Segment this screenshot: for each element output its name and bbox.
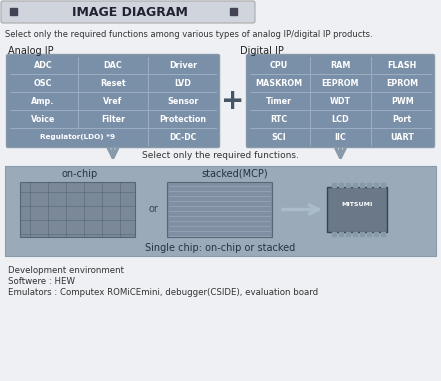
Bar	[346, 232, 350, 236]
Text: Reset: Reset	[100, 78, 126, 88]
Bar	[353, 183, 357, 187]
Text: Single chip: on-chip or stacked: Single chip: on-chip or stacked	[146, 243, 295, 253]
Text: or: or	[148, 205, 158, 215]
Text: PWM: PWM	[391, 96, 414, 106]
Bar	[374, 183, 378, 187]
Text: WDT: WDT	[330, 96, 351, 106]
Bar	[339, 183, 343, 187]
FancyBboxPatch shape	[167, 182, 272, 237]
Bar	[367, 183, 371, 187]
Text: ADC: ADC	[34, 61, 52, 69]
Text: Port: Port	[392, 115, 412, 123]
FancyBboxPatch shape	[7, 54, 220, 147]
Bar	[367, 232, 371, 236]
FancyBboxPatch shape	[247, 54, 434, 147]
Text: SCI: SCI	[272, 133, 286, 141]
Bar	[230, 8, 237, 15]
Bar	[339, 232, 343, 236]
Bar	[353, 232, 357, 236]
Text: Amp.: Amp.	[31, 96, 55, 106]
Text: RAM: RAM	[330, 61, 351, 69]
Text: OSC: OSC	[34, 78, 52, 88]
Bar	[346, 183, 350, 187]
Text: Development environment: Development environment	[8, 266, 124, 275]
Text: Regulator(LDO) *9: Regulator(LDO) *9	[41, 134, 116, 140]
Text: Digital IP: Digital IP	[240, 46, 284, 56]
Text: MASKROM: MASKROM	[255, 78, 303, 88]
Bar	[360, 183, 364, 187]
Text: UART: UART	[390, 133, 414, 141]
Text: EEPROM: EEPROM	[322, 78, 359, 88]
Text: Vref: Vref	[103, 96, 123, 106]
Text: Voice: Voice	[31, 115, 55, 123]
Text: Select only the required functions.: Select only the required functions.	[142, 152, 299, 160]
Text: Filter: Filter	[101, 115, 125, 123]
Bar	[332, 232, 336, 236]
Text: Analog IP: Analog IP	[8, 46, 54, 56]
Text: EPROM: EPROM	[386, 78, 418, 88]
FancyBboxPatch shape	[1, 1, 255, 23]
Text: FLASH: FLASH	[388, 61, 417, 69]
Text: Sensor: Sensor	[167, 96, 199, 106]
Text: Timer: Timer	[266, 96, 292, 106]
Text: Driver: Driver	[169, 61, 197, 69]
Text: LCD: LCD	[332, 115, 349, 123]
Text: Protection: Protection	[160, 115, 206, 123]
Text: LVD: LVD	[175, 78, 191, 88]
Bar	[360, 232, 364, 236]
FancyBboxPatch shape	[5, 166, 436, 256]
Bar	[381, 232, 385, 236]
Bar	[381, 183, 385, 187]
Text: IMAGE DIAGRAM: IMAGE DIAGRAM	[72, 6, 188, 19]
Bar	[10, 8, 17, 15]
Bar	[332, 183, 336, 187]
Text: IIC: IIC	[335, 133, 347, 141]
Text: Softwere : HEW: Softwere : HEW	[8, 277, 75, 286]
Text: DC-DC: DC-DC	[169, 133, 197, 141]
Text: DAC: DAC	[104, 61, 122, 69]
Text: Emulators : Computex ROMiCEmini, debugger(CSIDE), evaluation board: Emulators : Computex ROMiCEmini, debugge…	[8, 288, 318, 297]
Text: Select only the required functions among various types of analog IP/digital IP p: Select only the required functions among…	[5, 30, 373, 39]
Text: CPU: CPU	[270, 61, 288, 69]
Bar	[374, 232, 378, 236]
FancyBboxPatch shape	[20, 182, 135, 237]
Text: on-chip: on-chip	[62, 169, 98, 179]
Text: RTC: RTC	[270, 115, 288, 123]
Text: MITSUMI: MITSUMI	[341, 202, 373, 207]
Text: stacked(MCP): stacked(MCP)	[202, 169, 268, 179]
Text: +: +	[221, 87, 245, 115]
FancyBboxPatch shape	[327, 187, 387, 232]
